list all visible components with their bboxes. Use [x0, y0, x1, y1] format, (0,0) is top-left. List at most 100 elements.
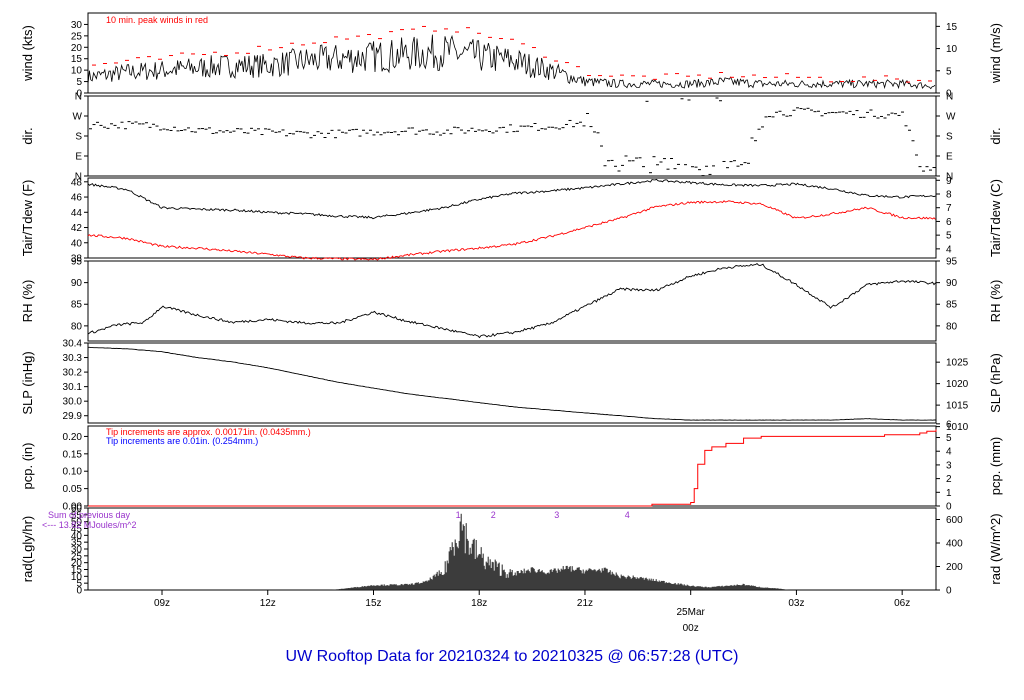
- pcp-ytick-right-label: 0: [946, 502, 952, 513]
- pcp-annotation-red: Tip increments are approx. 0.00171in. (0…: [106, 427, 311, 437]
- wind-annotation: 10 min. peak winds in red: [106, 15, 208, 25]
- pcp-ylabel-right: pcp. (mm): [988, 437, 1003, 496]
- temp-ytick-label: 42: [71, 223, 83, 234]
- dir-ylabel-right: dir.: [988, 127, 1003, 144]
- rad-ytick-right-label: 200: [946, 562, 963, 573]
- rad-ytick-label: 15: [71, 565, 83, 576]
- rad-ytick-label: 0: [76, 586, 82, 597]
- rad-marker-label: 1: [456, 510, 461, 520]
- dir-ytick-label: S: [75, 132, 82, 143]
- pcp-ytick-label: 0.05: [63, 484, 83, 495]
- rh-line: [87, 263, 936, 339]
- dir-ylabel: dir.: [20, 127, 35, 144]
- x-date-label: 25Mar: [677, 607, 706, 618]
- dir-ytick-right-label: W: [946, 112, 956, 123]
- wind-ytick-label: 5: [76, 77, 82, 88]
- dir-ytick-right-label: N: [946, 172, 953, 183]
- pcp-ytick-right-label: 1: [946, 488, 952, 499]
- rh-ytick-label: 80: [71, 321, 83, 332]
- wind-ytick-label: 30: [71, 20, 83, 31]
- tdew-line: [87, 200, 936, 261]
- rh-ytick-right-label: 95: [946, 257, 958, 268]
- rad-ytick-label: 5: [76, 579, 82, 590]
- x-tick-label: 15z: [365, 598, 381, 609]
- rad-marker-label: 2: [491, 510, 496, 520]
- temp-ytick-right-label: 9: [946, 176, 952, 187]
- wind-ytick-right-label: 0: [946, 89, 952, 100]
- wind-ytick-right-label: 5: [946, 66, 952, 77]
- slp-ylabel: SLP (inHg): [20, 351, 35, 414]
- chart-title: UW Rooftop Data for 20210324 to 20210325…: [285, 648, 739, 665]
- wind-panel-frame: [87, 12, 937, 94]
- rad-ytick-label: 40: [71, 531, 83, 542]
- rad-ytick-label: 60: [71, 504, 83, 515]
- rh-ytick-label: 90: [71, 278, 83, 289]
- rad-ytick-label: 35: [71, 538, 83, 549]
- slp-ytick-label: 29.9: [63, 411, 83, 422]
- tair-line: [87, 178, 936, 220]
- x-date-hour: 00z: [683, 623, 699, 634]
- wind-ytick-label: 10: [71, 66, 83, 77]
- pcp-ytick-right-label: 6: [946, 419, 952, 430]
- pcp-ytick-right-label: 4: [946, 447, 952, 458]
- rad-annotation-line1: Sum of previous day: [48, 510, 131, 520]
- wind-ytick-label: 15: [71, 54, 83, 65]
- rad-ytick-right-label: 0: [946, 586, 952, 597]
- slp-ylabel-right: SLP (hPa): [988, 353, 1003, 413]
- pcp-ytick-right-label: 5: [946, 433, 952, 444]
- rad-ytick-label: 45: [71, 524, 83, 535]
- wind-ytick-right-label: 10: [946, 44, 958, 55]
- wind-ytick-right-label: 15: [946, 22, 958, 33]
- slp-ytick-right-label: 1010: [946, 422, 969, 433]
- pcp-ytick-label: 0.00: [63, 502, 83, 513]
- temp-ylabel-right: Tair/Tdew (C): [988, 179, 1003, 257]
- dir-ytick-right-label: S: [946, 132, 953, 143]
- slp-ytick-label: 30.1: [63, 382, 83, 393]
- x-tick-label: 12z: [260, 598, 276, 609]
- wind-ytick-label: 0: [76, 89, 82, 100]
- temp-ytick-label: 44: [71, 208, 83, 219]
- rh-ytick-right-label: 80: [946, 321, 958, 332]
- temp-ytick-right-label: 8: [946, 190, 952, 201]
- pcp-ylabel: pcp. (in): [20, 443, 35, 490]
- rad-marker-label: 3: [554, 510, 559, 520]
- slp-ytick-label: 30.4: [63, 339, 83, 350]
- wind-mean-line: [87, 34, 936, 90]
- temp-ylabel: Tair/Tdew (F): [20, 180, 35, 257]
- rad-ytick-label: 20: [71, 558, 83, 569]
- pcp-line: [88, 429, 937, 507]
- temp-ytick-label: 46: [71, 193, 83, 204]
- rad-ytick-label: 25: [71, 551, 83, 562]
- rad-annotation-line2: <--- 13.82 MJoules/m^2: [42, 520, 137, 530]
- temp-ytick-right-label: 4: [946, 244, 952, 255]
- rh-ytick-right-label: 85: [946, 300, 958, 311]
- pcp-ytick-label: 0.10: [63, 467, 83, 478]
- pcp-ytick-right-label: 2: [946, 474, 952, 485]
- rh-ytick-label: 95: [71, 257, 83, 268]
- slp-ytick-right-label: 1025: [946, 358, 969, 369]
- wind-ylabel: wind (kts): [20, 25, 35, 82]
- dir-ytick-label: N: [75, 92, 82, 103]
- temp-ytick-label: 40: [71, 238, 83, 249]
- pcp-ytick-right-label: 3: [946, 460, 952, 471]
- rad-ytick-label: 30: [71, 545, 83, 556]
- rad-ylabel: rad(Lgly/hr): [20, 516, 35, 582]
- x-tick-label: 21z: [577, 598, 593, 609]
- x-tick-label: 03z: [788, 598, 804, 609]
- slp-ytick-label: 30.2: [63, 368, 83, 379]
- x-tick-label: 09z: [154, 598, 170, 609]
- pcp-ytick-label: 0.15: [63, 449, 83, 460]
- rad-ytick-right-label: 400: [946, 538, 963, 549]
- dir-ytick-right-label: N: [946, 92, 953, 103]
- rh-ytick-label: 85: [71, 300, 83, 311]
- wind-ytick-label: 20: [71, 43, 83, 54]
- rad-ytick-label: 55: [71, 510, 83, 521]
- rad-ytick-right-label: 600: [946, 515, 963, 526]
- temp-ytick-right-label: 5: [946, 231, 952, 242]
- rad-ylabel-right: rad (W/m^2): [988, 513, 1003, 584]
- rh-panel-frame: [87, 260, 937, 342]
- temp-ytick-label: 38: [71, 254, 83, 265]
- pcp-annotation-blue: Tip increments are 0.01in. (0.254mm.): [106, 436, 258, 446]
- temp-ytick-right-label: 6: [946, 217, 952, 228]
